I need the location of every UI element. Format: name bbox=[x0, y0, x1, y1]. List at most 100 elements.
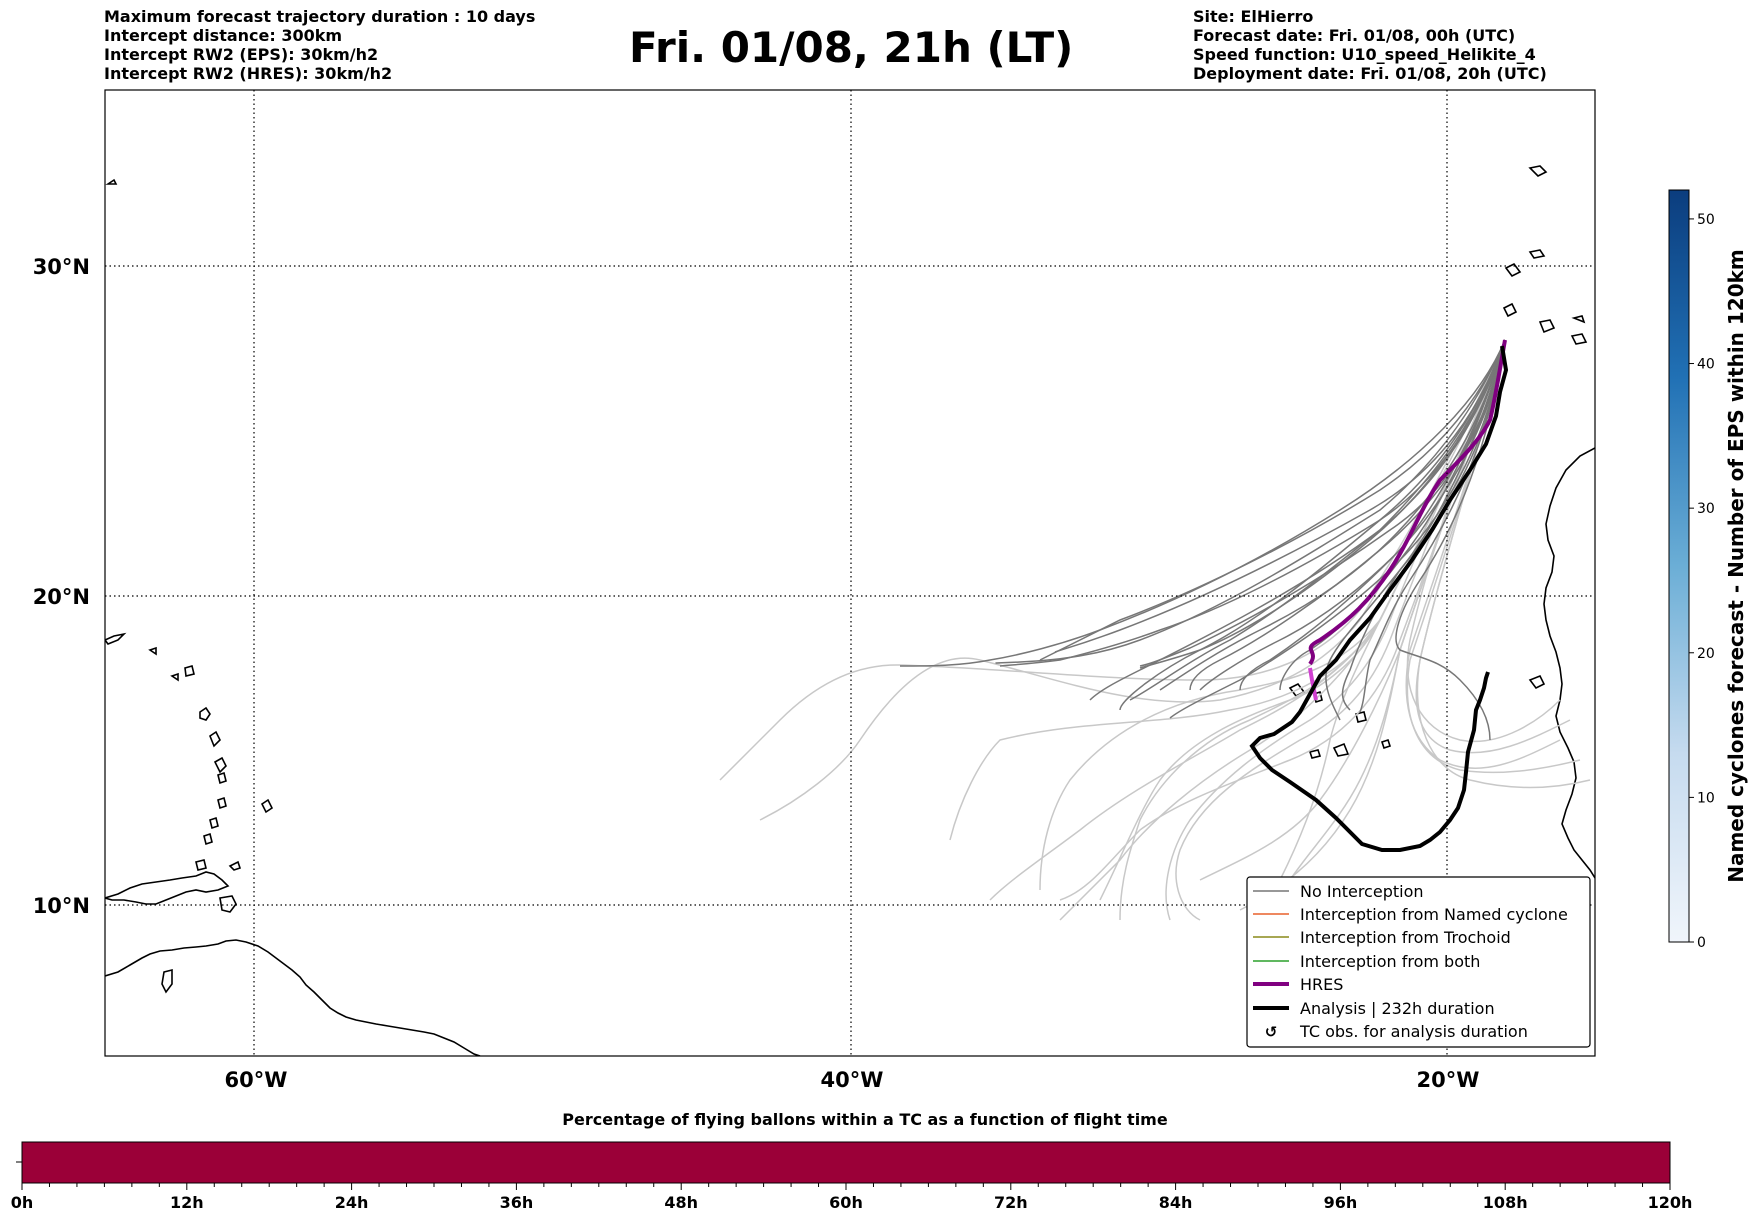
intercept-distance-text: Intercept distance: 300km bbox=[104, 26, 343, 45]
legend-entry-tc-obs: ↺ TC obs. for analysis duration bbox=[1265, 1022, 1528, 1041]
coast-barbados bbox=[228, 860, 242, 871]
coast-guadeloupe bbox=[184, 665, 195, 677]
coast-canary-1 bbox=[1504, 262, 1522, 278]
legend-entry-analysis: Analysis | 232h duration bbox=[1253, 999, 1495, 1018]
legend-label-analysis: Analysis | 232h duration bbox=[1300, 999, 1495, 1018]
map-content bbox=[105, 165, 1595, 1056]
colorbar-tick-label: 50 bbox=[1697, 212, 1715, 228]
coast-canary-east bbox=[1571, 315, 1586, 324]
eps-dark-12 bbox=[1039, 339, 1506, 661]
coast-canary-lanzarote bbox=[1570, 333, 1588, 345]
legend-entry-trochoid: Interception from Trochoid bbox=[1253, 928, 1511, 947]
legend-label-hres: HRES bbox=[1300, 975, 1343, 994]
coast-west-africa-islands bbox=[1528, 674, 1546, 690]
coast-lesser-antilles-7 bbox=[203, 832, 213, 846]
percentage-bar-tick-label: 24h bbox=[335, 1193, 369, 1212]
coast-madeira bbox=[1528, 165, 1548, 177]
lat-label-20n: 20°N bbox=[33, 585, 90, 609]
eps-dark-1 bbox=[995, 339, 1506, 664]
coast-canary-tenerife bbox=[1502, 302, 1518, 318]
lon-label-20w: 20°W bbox=[1417, 1068, 1480, 1092]
legend-entry-no-interception: No Interception bbox=[1253, 882, 1424, 901]
legend-entry-both: Interception from both bbox=[1253, 952, 1480, 971]
percentage-bar-tick-label: 48h bbox=[664, 1193, 698, 1212]
coast-cape-verde-6 bbox=[1308, 749, 1322, 759]
colorbar-ticks: 0 10 20 30 40 50 bbox=[1689, 212, 1715, 951]
legend-label-no-interception: No Interception bbox=[1300, 882, 1424, 901]
percentage-bar-tick-label: 72h bbox=[994, 1193, 1028, 1212]
hres-trajectory bbox=[1308, 339, 1507, 701]
coast-west-africa bbox=[1543, 447, 1595, 879]
legend-label-tc-obs: TC obs. for analysis duration bbox=[1299, 1022, 1528, 1041]
coast-lesser-antilles-3 bbox=[213, 756, 227, 774]
map-panel: 60°W 40°W 20°W 30°N 20°N 10°N No Interce… bbox=[33, 89, 1596, 1092]
eps-dark-16 bbox=[1189, 339, 1506, 691]
colorbar: 0 10 20 30 40 50 Named cyclones forecast - Nu… bbox=[1668, 189, 1748, 951]
map-frame bbox=[104, 89, 1596, 1057]
percentage-bar-fill bbox=[22, 1142, 1670, 1183]
coast-anguilla bbox=[148, 646, 157, 656]
coast-antigua bbox=[170, 672, 179, 682]
coast-lesser-antilles-1 bbox=[199, 706, 211, 721]
coast-islands-bottom bbox=[161, 968, 173, 994]
percentage-bar-tick-label: 120h bbox=[1648, 1193, 1693, 1212]
legend-entry-hres: HRES bbox=[1253, 975, 1343, 994]
lon-label-40w: 40°W bbox=[821, 1068, 884, 1092]
map-legend: No Interception Interception from Named … bbox=[1246, 876, 1591, 1048]
header-left-info: Maximum forecast trajectory duration : 1… bbox=[104, 7, 535, 83]
coast-canary-2 bbox=[1528, 249, 1546, 259]
analysis-trajectory bbox=[1249, 345, 1509, 852]
coast-bermuda bbox=[105, 178, 118, 185]
eps-dark-20 bbox=[1139, 339, 1506, 669]
coast-cape-verde-3 bbox=[1332, 742, 1350, 757]
hres-line bbox=[1308, 339, 1507, 666]
coast-cape-verde-4 bbox=[1355, 711, 1367, 723]
eps-dark-19 bbox=[899, 339, 1506, 667]
lat-label-30n: 30°N bbox=[33, 255, 90, 279]
coast-trinidad bbox=[219, 895, 237, 913]
eps-light-1 bbox=[719, 339, 1506, 781]
coast-lesser-antilles-4 bbox=[217, 771, 227, 785]
eps-dark-5 bbox=[1199, 339, 1506, 691]
hres-tail bbox=[1308, 667, 1318, 701]
colorbar-tick-label: 20 bbox=[1697, 646, 1715, 662]
eps-dark-3 bbox=[1129, 339, 1506, 701]
eps-dark-11 bbox=[1054, 339, 1506, 653]
intercept-hres-text: Intercept RW2 (HRES): 30km/h2 bbox=[104, 64, 393, 83]
coast-isolated-island bbox=[260, 798, 274, 814]
header-right-info: Site: ElHierro Forecast date: Fri. 01/08… bbox=[1193, 7, 1547, 83]
legend-box bbox=[1246, 876, 1591, 1048]
legend-label-named-cyclone: Interception from Named cyclone bbox=[1300, 905, 1568, 924]
percentage-bar-tick-label: 12h bbox=[170, 1193, 204, 1212]
colorbar-tick-label: 40 bbox=[1697, 357, 1715, 373]
lon-label-60w: 60°W bbox=[225, 1068, 288, 1092]
percentage-bar-title: Percentage of flying ballons within a TC… bbox=[562, 1110, 1168, 1129]
forecast-date-text: Forecast date: Fri. 01/08, 00h (UTC) bbox=[1193, 26, 1516, 45]
coast-venezuela-north bbox=[105, 871, 230, 905]
coast-cape-verde-5 bbox=[1380, 738, 1392, 750]
max-duration-text: Maximum forecast trajectory duration : 1… bbox=[104, 7, 536, 26]
colorbar-title: Named cyclones forecast - Number of EPS … bbox=[1724, 249, 1748, 883]
eps-dark-14 bbox=[1395, 339, 1506, 741]
percentage-bar-tick-label: 108h bbox=[1483, 1193, 1528, 1212]
coast-virgin-islands bbox=[105, 632, 127, 645]
site-text: Site: ElHierro bbox=[1193, 7, 1314, 26]
lat-label-10n: 10°N bbox=[33, 894, 90, 918]
speed-function-text: Speed function: U10_speed_Helikite_4 bbox=[1193, 45, 1536, 64]
cyclone-icon: ↺ bbox=[1265, 1023, 1278, 1041]
percentage-bar-tick-label: 96h bbox=[1324, 1193, 1358, 1212]
eps-light-13 bbox=[1199, 339, 1506, 881]
eps-dark-17 bbox=[1239, 339, 1506, 691]
percentage-bar-tick-label: 84h bbox=[1159, 1193, 1193, 1212]
colorbar-tick-label: 0 bbox=[1697, 935, 1706, 951]
colorbar-tick-label: 10 bbox=[1697, 790, 1715, 806]
coast-lesser-antilles-6 bbox=[209, 816, 219, 830]
coast-south-america bbox=[105, 939, 481, 1056]
coast-lesser-antilles-2 bbox=[209, 730, 221, 748]
percentage-bar-ticks: 0h 12h 24h 36h 48h 60h 72h 84h 96h 108h 120h bbox=[11, 1183, 1693, 1212]
colorbar-gradient bbox=[1668, 189, 1690, 943]
percentage-bar-tick-label: 36h bbox=[500, 1193, 534, 1212]
percentage-bar-tick-label: 60h bbox=[829, 1193, 863, 1212]
legend-label-trochoid: Interception from Trochoid bbox=[1300, 928, 1511, 947]
